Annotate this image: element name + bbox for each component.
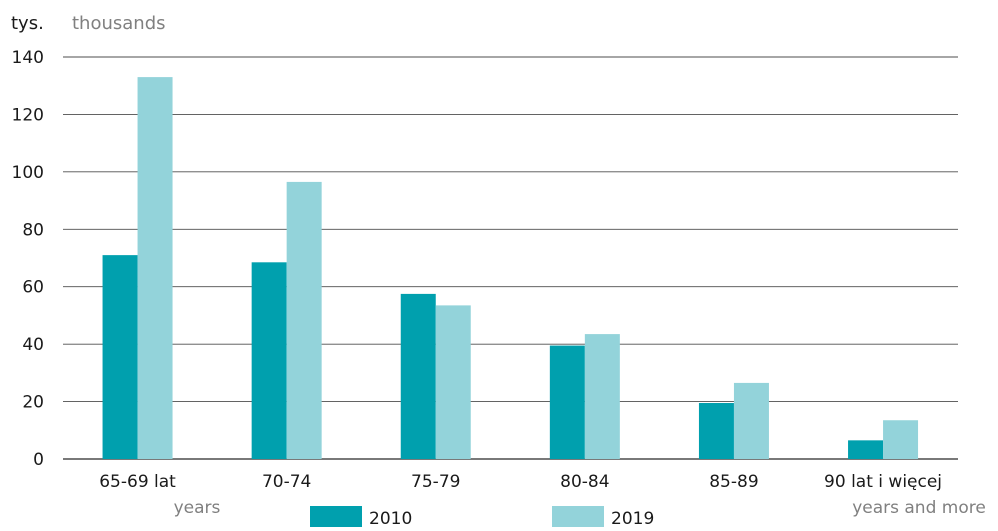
bar-2010-85-89 xyxy=(698,403,734,459)
bar-2010-65-69-lat xyxy=(102,255,138,459)
y-tick-label: 80 xyxy=(22,220,44,240)
y-axis-unit-label: tys. xyxy=(11,13,44,34)
y-tick-label: 0 xyxy=(33,450,44,470)
bar-2019-85-89 xyxy=(733,382,769,459)
y-tick-label: 120 xyxy=(12,105,44,125)
x-tick-label: 85-89 xyxy=(709,472,758,492)
bar-2010-80-84 xyxy=(549,345,585,459)
y-tick-label: 40 xyxy=(22,335,44,355)
legend-label: 2010 xyxy=(369,509,412,527)
legend-swatch-2019 xyxy=(552,506,604,527)
legend-swatch-2010 xyxy=(310,506,362,527)
bar-2019-80-84 xyxy=(584,334,620,459)
bar-2010-75-79 xyxy=(400,293,436,459)
y-tick-label: 20 xyxy=(22,393,44,413)
y-tick-label: 140 xyxy=(12,48,44,68)
y-tick-label: 60 xyxy=(22,278,44,298)
y-axis-ticks: 0 20 40 60 80 100 120 140 xyxy=(12,48,44,470)
bars xyxy=(102,77,919,459)
bar-2019-70-74 xyxy=(286,181,322,459)
bar-2019-75-79 xyxy=(435,305,471,459)
bar-2019-90-lat-i-więcej xyxy=(883,420,919,459)
x-tick-label: 90 lat i więcej xyxy=(824,472,942,492)
bar-2010-70-74 xyxy=(251,262,287,459)
x-tick-label: 75-79 xyxy=(411,472,460,492)
bar-2010-90-lat-i-więcej xyxy=(848,440,884,459)
x-tick-label: 65-69 lat xyxy=(99,472,176,492)
x-axis-labels: 65-69 lat years 70-74 75-79 80-84 85-89 90 lat… xyxy=(99,472,986,518)
x-tick-sublabel: years and more xyxy=(852,498,986,518)
y-axis-unit-label-english: thousands xyxy=(72,13,166,34)
legend: 2010 2019 xyxy=(310,506,654,529)
gridlines xyxy=(63,56,958,460)
x-tick-sublabel: years xyxy=(174,498,221,518)
bar-2019-65-69-lat xyxy=(137,77,173,459)
x-tick-label: 70-74 xyxy=(262,472,311,492)
legend-label: 2019 xyxy=(611,509,654,527)
y-tick-label: 100 xyxy=(12,163,44,183)
x-tick-label: 80-84 xyxy=(560,472,609,492)
